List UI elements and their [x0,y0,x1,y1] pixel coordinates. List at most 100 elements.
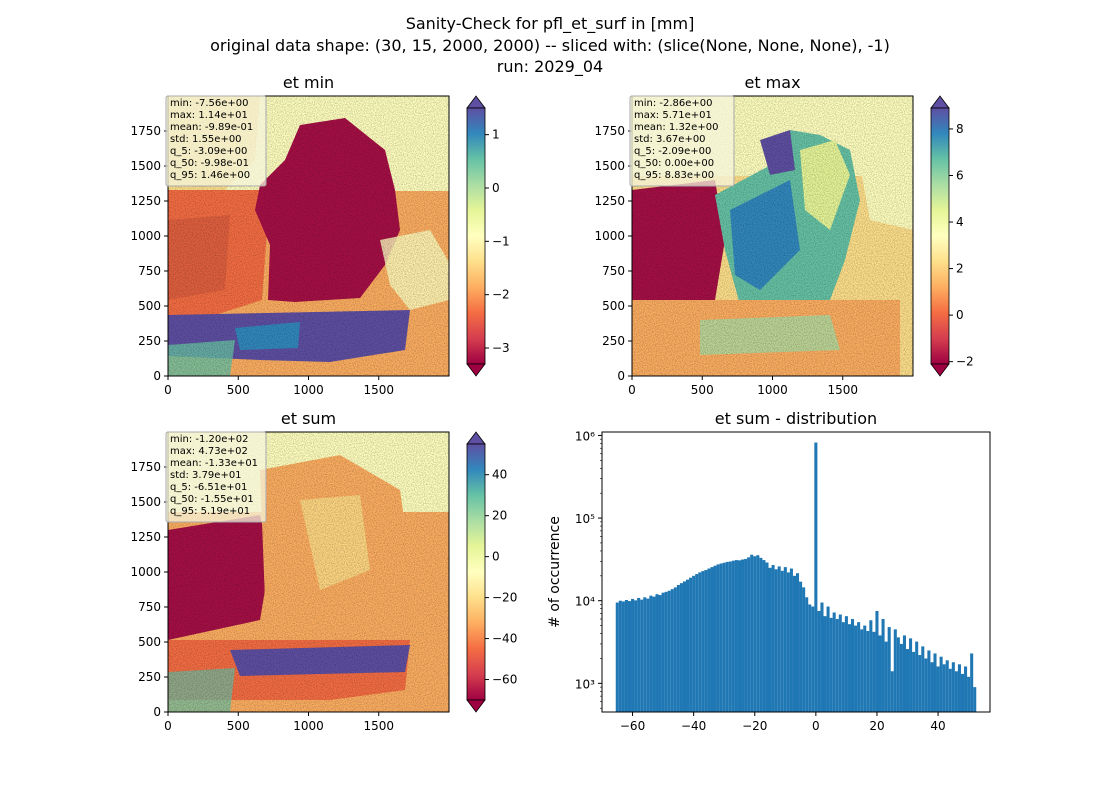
histogram-bar [762,560,766,712]
x-tick-label: 1500 [827,383,858,397]
stats-line: q_95: 5.19e+01 [170,506,250,517]
stats-line: max: 5.71e+01 [634,110,712,121]
y-tick-label: 500 [138,635,161,649]
histogram-bar [689,577,693,712]
histogram-bar [731,560,735,712]
hist-y-tick-label: 10⁵ [575,512,595,526]
histogram-bar [890,671,894,712]
histogram-bar [847,624,851,712]
colorbar-tick-label: −20 [492,591,517,605]
histogram-bar [673,587,677,712]
histogram-bar [905,649,910,712]
colorbar-tick-label: −2 [492,288,510,302]
histogram-bar [676,584,680,712]
histogram-bar [747,557,751,712]
histogram-bar [728,561,732,712]
stats-line: q_5: -2.09e+00 [634,146,711,157]
stats-line: q_5: -3.09e+00 [170,146,247,157]
colorbar-tick-label: 0 [956,308,964,322]
histogram-bar [753,556,757,712]
y-tick-label: 1250 [130,194,161,208]
x-tick-label: 500 [227,383,250,397]
colorbar-tick-label: −3 [492,341,510,355]
histogram-bar [933,653,937,712]
colorbar-extend-max [466,95,486,109]
x-tick-label: 0 [628,383,636,397]
stats-line: q_5: -6.51e+01 [170,482,247,493]
histogram-bar [902,635,906,712]
histogram-bar [634,600,638,712]
histogram-bar [973,687,977,712]
histogram-bar [875,611,879,712]
histogram-bar [945,660,949,712]
histogram-bar [863,625,867,712]
heatmap-image [632,96,913,376]
histogram-bar [960,673,965,712]
histogram-bar [881,619,885,712]
histogram-bar [957,664,961,712]
hist-x-tick-label: 40 [930,719,945,733]
stats-line: max: 1.14e+01 [170,110,248,121]
stats-line: min: -1.20e+02 [170,434,249,445]
histogram-bar [710,567,714,712]
histogram-title: et sum - distribution [715,409,877,428]
stats-line: mean: 1.32e+00 [634,122,718,133]
histogram-bar [713,565,717,712]
histogram-bar [915,641,919,712]
panel-et-sum: et sum 0 500 1000 1500 0 250 500 750 1000 1250 15… [130,409,517,733]
colorbar-tick-label: 2 [956,262,964,276]
colorbar-extend-min [466,363,486,377]
histogram-bar [670,589,674,712]
histogram-bar [789,568,793,712]
y-tick-label: 250 [138,334,161,348]
histogram-bar [741,559,745,712]
histogram-bar [655,594,659,712]
histogram-bar [716,564,720,712]
histogram-bar [884,641,888,712]
histogram-frame [601,431,991,713]
stats-line: q_50: -9.98e-01 [170,158,249,169]
histogram-bar [964,666,968,712]
y-tick-label: 1750 [130,460,161,474]
y-axis: 0 250 500 750 1000 1250 1500 1750 [594,124,632,383]
stats-line: q_50: 0.00e+00 [634,158,714,169]
histogram-bar [841,622,845,712]
histogram-bar [750,554,754,712]
y-tick-label: 1000 [130,229,161,243]
figure-title-line-3: run: 2029_04 [496,57,604,76]
histogram-bar [799,581,803,712]
histogram-bar [780,570,784,712]
histogram-bar [621,601,625,712]
histogram-bar [725,561,729,712]
y-tick-label: 1000 [594,229,625,243]
histogram-bar [838,614,842,712]
stats-line: mean: -1.33e+01 [170,458,258,469]
histogram-bar [805,597,809,712]
histogram-bar [967,676,971,712]
x-tick-label: 1500 [363,383,394,397]
histogram-bar [756,555,760,712]
colorbar-tick-label: 0 [492,181,500,195]
colorbar-tick-label: 0 [492,550,500,564]
histogram-bar [820,602,824,712]
y-tick-label: 500 [602,299,625,313]
histogram-bar [786,572,790,712]
histogram-bar [942,664,946,712]
histogram-bar [722,562,726,712]
colorbar-tick-label: 1 [492,128,500,142]
hist-y-tick-label: 10⁶ [575,429,595,443]
y-tick-label: 1750 [130,124,161,138]
histogram-bar [695,574,699,712]
histogram-bar [637,597,641,712]
histogram-bar [899,643,903,712]
histogram-bar [896,637,900,712]
histogram-bar [704,570,708,712]
histogram-bar [734,560,738,712]
histogram-bar [951,662,955,712]
histogram-ylabel: # of occurrence [547,516,563,628]
histogram-bar [679,583,683,712]
stats-line: q_95: 1.46e+00 [170,170,250,181]
histogram-bar [707,568,711,712]
colorbar-gradient [466,443,486,701]
